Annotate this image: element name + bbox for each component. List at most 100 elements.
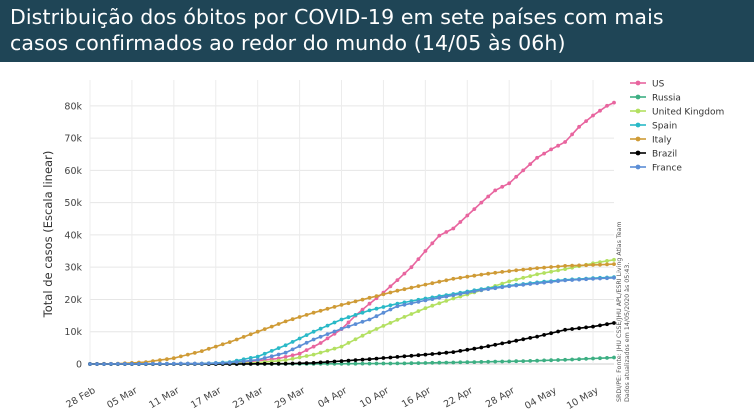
data-point <box>220 361 225 365</box>
y-tick-label: 60k <box>64 166 82 177</box>
data-point <box>465 347 470 352</box>
data-point <box>213 344 218 349</box>
data-point <box>165 361 169 366</box>
data-point <box>416 257 421 261</box>
data-point <box>472 207 477 212</box>
data-point <box>360 333 365 338</box>
data-point <box>605 356 609 360</box>
data-point <box>151 359 155 363</box>
legend-item[interactable]: France <box>630 163 682 173</box>
data-point <box>549 280 553 284</box>
legend-item[interactable]: Italy <box>630 135 672 145</box>
data-point <box>360 361 365 366</box>
data-point <box>612 262 616 266</box>
data-point <box>416 353 421 358</box>
series-line <box>90 322 615 365</box>
series-france <box>88 275 616 366</box>
data-point <box>507 279 512 284</box>
data-point <box>374 314 379 319</box>
data-point <box>451 226 456 231</box>
legend-label: Italy <box>652 135 672 145</box>
data-point <box>556 264 560 269</box>
data-point <box>535 281 539 286</box>
series-italy <box>88 262 616 366</box>
source-note-line: SRDI/PE: Fonte: JHU CSSE/JHU APL/ESRI Li… <box>616 221 623 402</box>
data-point <box>353 358 358 362</box>
x-tick-label: 11 Mar <box>147 385 181 411</box>
data-point <box>591 356 595 361</box>
data-point <box>95 362 99 366</box>
data-point <box>444 278 449 283</box>
data-point <box>220 342 225 347</box>
data-point <box>255 357 260 362</box>
data-point <box>521 359 526 363</box>
data-point <box>584 119 588 123</box>
data-point <box>325 360 330 364</box>
legend-label: France <box>652 163 682 173</box>
data-point <box>360 310 365 315</box>
data-point <box>465 213 470 218</box>
data-point <box>255 354 260 359</box>
data-point <box>605 322 609 327</box>
data-point <box>563 278 567 283</box>
data-point <box>318 360 323 365</box>
legend-item[interactable]: Spain <box>630 121 677 131</box>
data-point <box>528 336 533 340</box>
data-point <box>318 308 323 313</box>
data-point <box>451 360 456 365</box>
data-point <box>402 271 407 276</box>
data-point <box>486 287 491 291</box>
data-point <box>521 337 526 342</box>
data-point <box>332 346 337 351</box>
data-point <box>353 322 358 326</box>
data-point <box>612 100 616 105</box>
data-point <box>416 361 421 365</box>
data-point <box>360 297 365 302</box>
data-point <box>465 360 470 365</box>
data-point <box>528 274 533 278</box>
series-spain <box>88 275 616 366</box>
data-point <box>612 321 616 325</box>
y-axis-ticks: 0 10k 20k 30k 40k 50k 60k 70k 80k <box>64 101 82 370</box>
data-point <box>402 354 407 359</box>
data-point <box>185 352 190 357</box>
data-point <box>206 346 211 351</box>
data-point <box>339 359 344 363</box>
data-point <box>227 360 232 365</box>
data-point <box>171 361 176 366</box>
data-point <box>262 351 267 356</box>
x-tick-label: 28 Apr <box>484 385 517 410</box>
data-point <box>409 265 414 270</box>
data-point <box>283 361 288 366</box>
data-point <box>346 324 351 329</box>
data-point <box>248 358 253 363</box>
data-point <box>570 357 574 362</box>
data-point <box>598 356 602 361</box>
legend-item[interactable]: Brazil <box>630 149 677 159</box>
data-point <box>507 340 512 344</box>
legend-item[interactable]: United Kingdom <box>630 107 724 117</box>
data-point <box>395 304 400 309</box>
data-point <box>451 296 456 301</box>
data-point <box>297 344 302 348</box>
data-point <box>437 360 442 365</box>
data-point <box>353 361 358 366</box>
source-note-line: Dados atualizados em 14/05/2020 às 05:43… <box>623 263 631 402</box>
data-point <box>109 362 113 366</box>
data-point <box>542 151 546 156</box>
data-point <box>521 168 526 173</box>
data-point <box>290 361 295 366</box>
data-point <box>262 327 267 331</box>
data-point <box>283 350 288 355</box>
legend-label: Spain <box>652 121 677 131</box>
data-point <box>500 341 505 346</box>
legend-item[interactable]: US <box>630 79 665 89</box>
data-point <box>556 279 560 283</box>
data-point <box>367 330 372 334</box>
legend-item[interactable]: Russia <box>630 93 681 103</box>
data-point <box>269 354 274 359</box>
x-tick-label: 23 Mar <box>231 385 265 411</box>
data-point <box>290 353 295 358</box>
data-point <box>598 108 602 113</box>
data-point <box>123 362 127 366</box>
